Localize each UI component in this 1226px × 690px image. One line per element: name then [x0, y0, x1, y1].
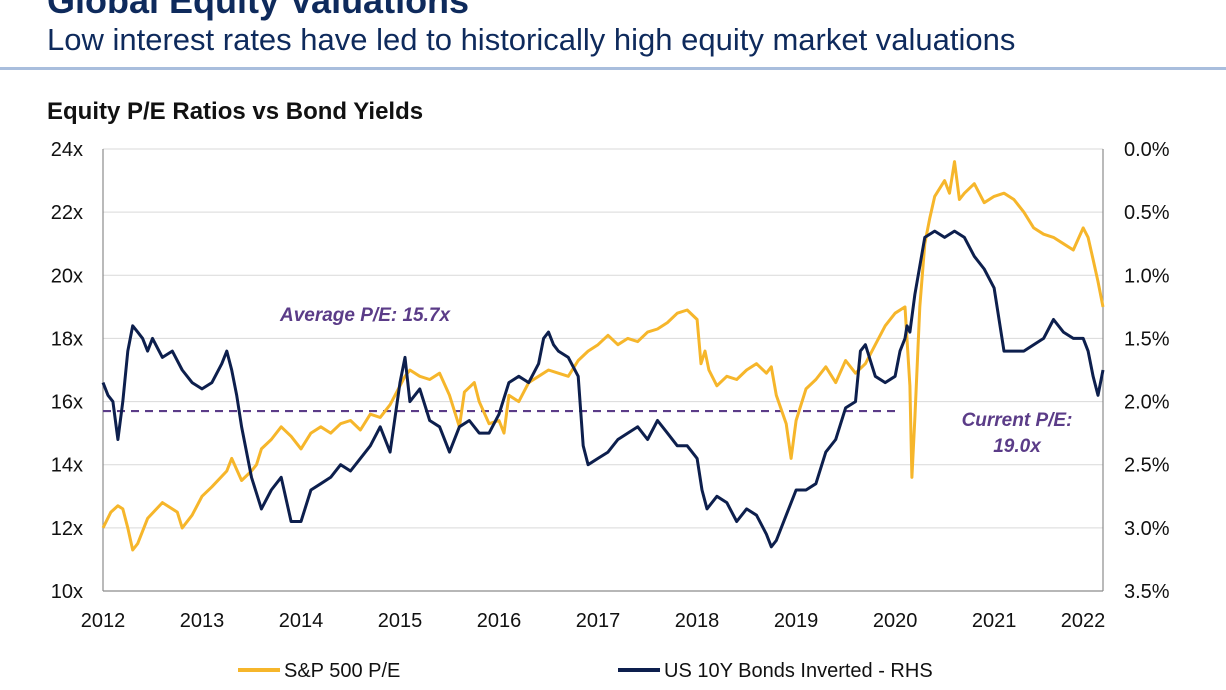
y-left-tick-label: 22x: [51, 202, 83, 224]
x-tick-label: 2014: [279, 610, 324, 632]
series-line-bonds: [101, 229, 1105, 549]
y-left-tick-label: 24x: [51, 139, 83, 161]
header-divider: [0, 67, 1226, 70]
x-tick-label: 2018: [675, 610, 720, 632]
series-line-sp500: [101, 160, 1105, 552]
y-right-tick-label: 0.0%: [1124, 139, 1170, 161]
x-tick-label: 2016: [477, 610, 522, 632]
legend-label-sp500: S&P 500 P/E: [284, 660, 400, 682]
x-tick-label: 2022: [1061, 610, 1106, 632]
slide-header: Global Equity Valuations Low interest ra…: [0, 0, 1226, 72]
page-subtitle: Low interest rates have led to historica…: [47, 22, 1016, 57]
y-right-tick-label: 2.0%: [1124, 392, 1170, 414]
average-pe-label: Average P/E: 15.7x: [279, 305, 451, 326]
y-left-tick-label: 14x: [51, 455, 83, 477]
current-pe-value: 19.0x: [993, 436, 1042, 457]
y-left-tick-label: 20x: [51, 265, 83, 287]
y-left-tick-label: 10x: [51, 581, 83, 603]
page-title: Global Equity Valuations: [47, 0, 470, 21]
y-right-tick-label: 0.5%: [1124, 202, 1170, 224]
y-right-tick-label: 3.5%: [1124, 581, 1170, 603]
chart-title: Equity P/E Ratios vs Bond Yields: [47, 98, 424, 125]
y-right-tick-label: 1.5%: [1124, 328, 1170, 350]
y-right-tick-label: 3.0%: [1124, 518, 1170, 540]
legend-label-bonds: US 10Y Bonds Inverted - RHS: [664, 660, 933, 682]
x-tick-label: 2020: [873, 610, 918, 632]
y-left-tick-label: 12x: [51, 518, 83, 540]
y-right-tick-label: 1.0%: [1124, 265, 1170, 287]
x-tick-label: 2017: [576, 610, 621, 632]
x-tick-label: 2021: [972, 610, 1017, 632]
x-tick-label: 2015: [378, 610, 423, 632]
y-right-tick-label: 2.5%: [1124, 455, 1170, 477]
x-tick-label: 2012: [81, 610, 126, 632]
x-tick-label: 2019: [774, 610, 819, 632]
y-left-tick-label: 16x: [51, 392, 83, 414]
y-left-tick-label: 18x: [51, 328, 83, 350]
x-tick-label: 2013: [180, 610, 225, 632]
current-pe-label: Current P/E:: [962, 410, 1073, 431]
